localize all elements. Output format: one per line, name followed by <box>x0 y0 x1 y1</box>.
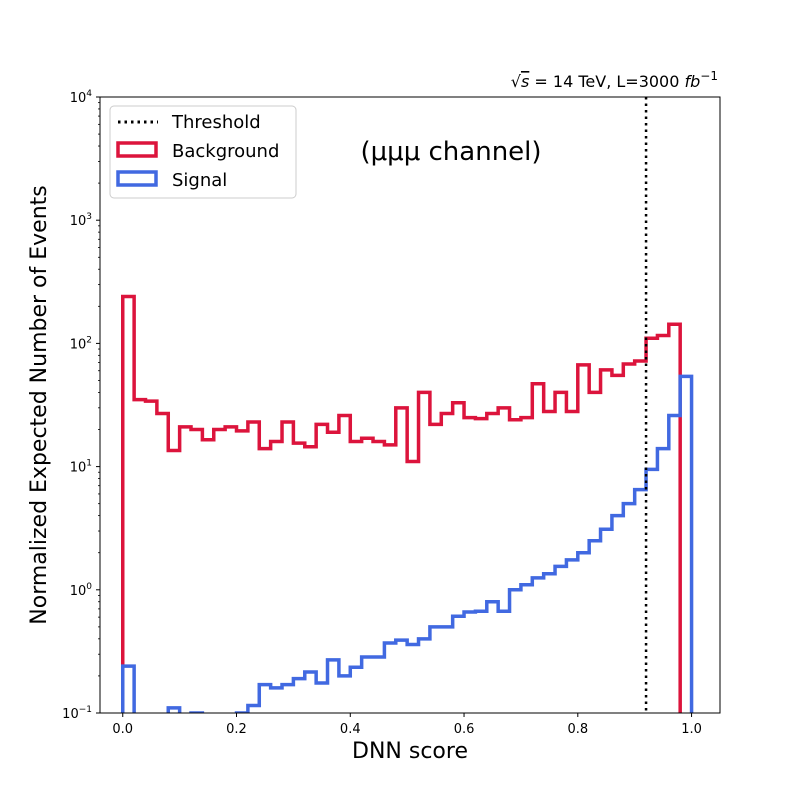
legend-signal-label: Signal <box>172 170 227 191</box>
y-tick-label: 104 <box>70 89 93 106</box>
lumi-exponent: −1 <box>700 69 718 83</box>
y-tick-label: 101 <box>70 459 92 476</box>
plot-frame <box>99 96 721 714</box>
legend: Threshold Background Signal <box>109 105 297 199</box>
y-tick-label: 10−1 <box>62 705 92 722</box>
y-tick-label: 102 <box>70 335 92 352</box>
legend-background-label: Background <box>172 141 279 162</box>
y-tick-label: 100 <box>70 582 93 599</box>
plot-area <box>100 97 720 713</box>
energy-text-body: = 14 TeV, L=3000 <box>529 72 684 91</box>
s-symbol: s <box>521 72 529 91</box>
x-tick-label: 0.8 <box>567 722 588 737</box>
x-tick-label: 0.0 <box>112 722 133 737</box>
x-tick-label: 0.4 <box>340 722 361 737</box>
energy-lumi-label: √s = 14 TeV, L=3000 fb−1 <box>511 69 718 91</box>
channel-annotation: (μμμ channel) <box>360 137 541 167</box>
series-layer <box>121 294 694 713</box>
series-signal-outline <box>121 374 694 713</box>
y-axis-label: Normalized Expected Number of Events <box>27 185 52 624</box>
y-tick-label: 103 <box>70 212 92 229</box>
legend-threshold-label: Threshold <box>171 112 261 133</box>
x-tick-label: 1.0 <box>681 722 702 737</box>
sqrt-symbol: √ <box>511 72 522 91</box>
lumi-unit: fb <box>685 72 701 91</box>
x-axis-label: DNN score <box>352 739 468 764</box>
y-axis-ticks: 10−1 100 101 102 103 104 <box>62 89 100 722</box>
legend-background-swatch <box>116 141 158 158</box>
x-tick-label: 0.2 <box>226 722 247 737</box>
series-background-outline <box>121 294 682 713</box>
x-axis-ticks: 0.0 0.2 0.4 0.6 0.8 1.0 <box>112 713 702 737</box>
legend-signal-swatch <box>116 170 158 187</box>
x-tick-label: 0.6 <box>454 722 475 737</box>
